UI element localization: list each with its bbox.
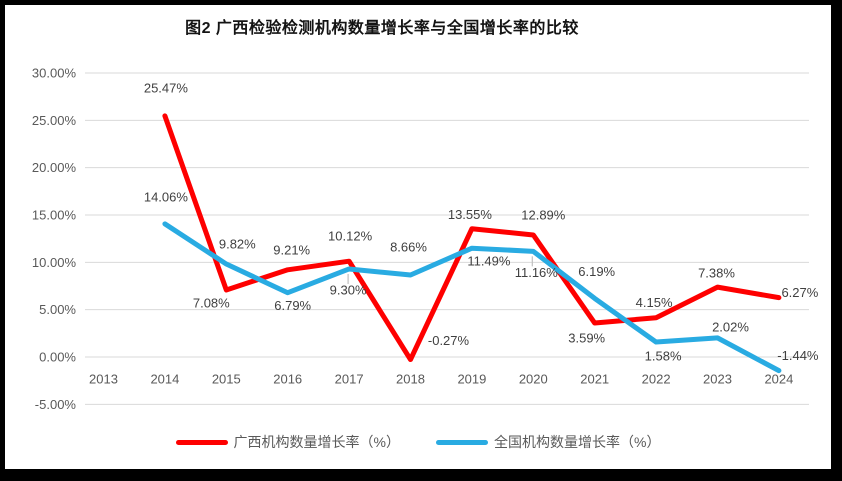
legend-line-swatch-guangxi [175, 439, 228, 445]
data-label: 4.15% [636, 295, 673, 310]
data-label: 11.16% [515, 265, 559, 280]
x-tick-label: 2023 [703, 372, 732, 387]
data-label: -1.44% [777, 348, 819, 363]
x-tick-label: 2019 [457, 372, 486, 387]
data-label: 7.08% [193, 295, 230, 310]
data-label: 3.59% [568, 331, 605, 346]
y-tick-label: 0.00% [39, 350, 76, 365]
data-label: 6.79% [274, 298, 311, 313]
y-tick-label: 20.00% [32, 160, 77, 175]
x-tick-label: 2020 [519, 372, 548, 387]
legend-item-national: 全国机构数量增长率（%） [436, 432, 660, 452]
y-tick-label: 10.00% [32, 255, 77, 270]
x-tick-label: 2022 [642, 372, 671, 387]
x-tick-label: 2016 [273, 372, 302, 387]
y-tick-label: 25.00% [32, 113, 77, 128]
data-label: 12.89% [521, 207, 566, 222]
plot-area: 30.00% 25.00% 20.00% 15.00% 10.00% 5.00% 0.00%… [32, 66, 819, 412]
x-tick-label: 2018 [396, 372, 425, 387]
data-label: -0.27% [428, 333, 470, 348]
data-label: 6.27% [781, 285, 818, 300]
x-tick-label: 2015 [212, 372, 241, 387]
y-tick-label: 30.00% [32, 66, 77, 81]
legend-label-guangxi: 广西机构数量增长率（%） [233, 434, 400, 450]
data-label: 13.55% [448, 207, 493, 222]
data-label: 9.21% [273, 242, 310, 257]
y-tick-label: 5.00% [39, 302, 76, 317]
data-label: 1.58% [645, 349, 682, 364]
data-label: 9.30% [330, 282, 367, 297]
x-tick-label: 2021 [580, 372, 609, 387]
data-label: 14.06% [144, 189, 189, 204]
data-label: 7.38% [698, 266, 735, 281]
legend: 广西机构数量增长率（%） 全国机构数量增长率（%） [5, 432, 831, 452]
legend-label-national: 全国机构数量增长率（%） [494, 434, 661, 450]
x-tick-label: 2024 [764, 372, 793, 387]
data-label: 11.49% [467, 254, 511, 269]
y-tick-label: -5.00% [35, 397, 77, 412]
legend-item-guangxi: 广西机构数量增长率（%） [175, 432, 400, 452]
chart-title: 图2 广西检验检测机构数量增长率与全国增长率的比较 [185, 20, 579, 37]
series-line-national [162, 221, 782, 374]
x-tick-label: 2017 [335, 372, 364, 387]
data-label: 10.12% [328, 229, 373, 244]
data-label: 6.19% [578, 264, 615, 279]
data-label: 2.02% [712, 319, 749, 334]
y-tick-label: 15.00% [32, 208, 77, 223]
series-line-guangxi [162, 113, 782, 363]
x-tick-label: 2014 [150, 372, 179, 387]
data-label: 9.82% [219, 237, 256, 252]
data-label: 25.47% [144, 80, 189, 95]
legend-line-swatch-national [436, 439, 488, 445]
chart-panel: 图2 广西检验检测机构数量增长率与全国增长率的比较 30.00% 25.00% 20… [5, 5, 831, 469]
x-tick-label: 2013 [89, 372, 118, 387]
data-label: 8.66% [390, 240, 427, 255]
